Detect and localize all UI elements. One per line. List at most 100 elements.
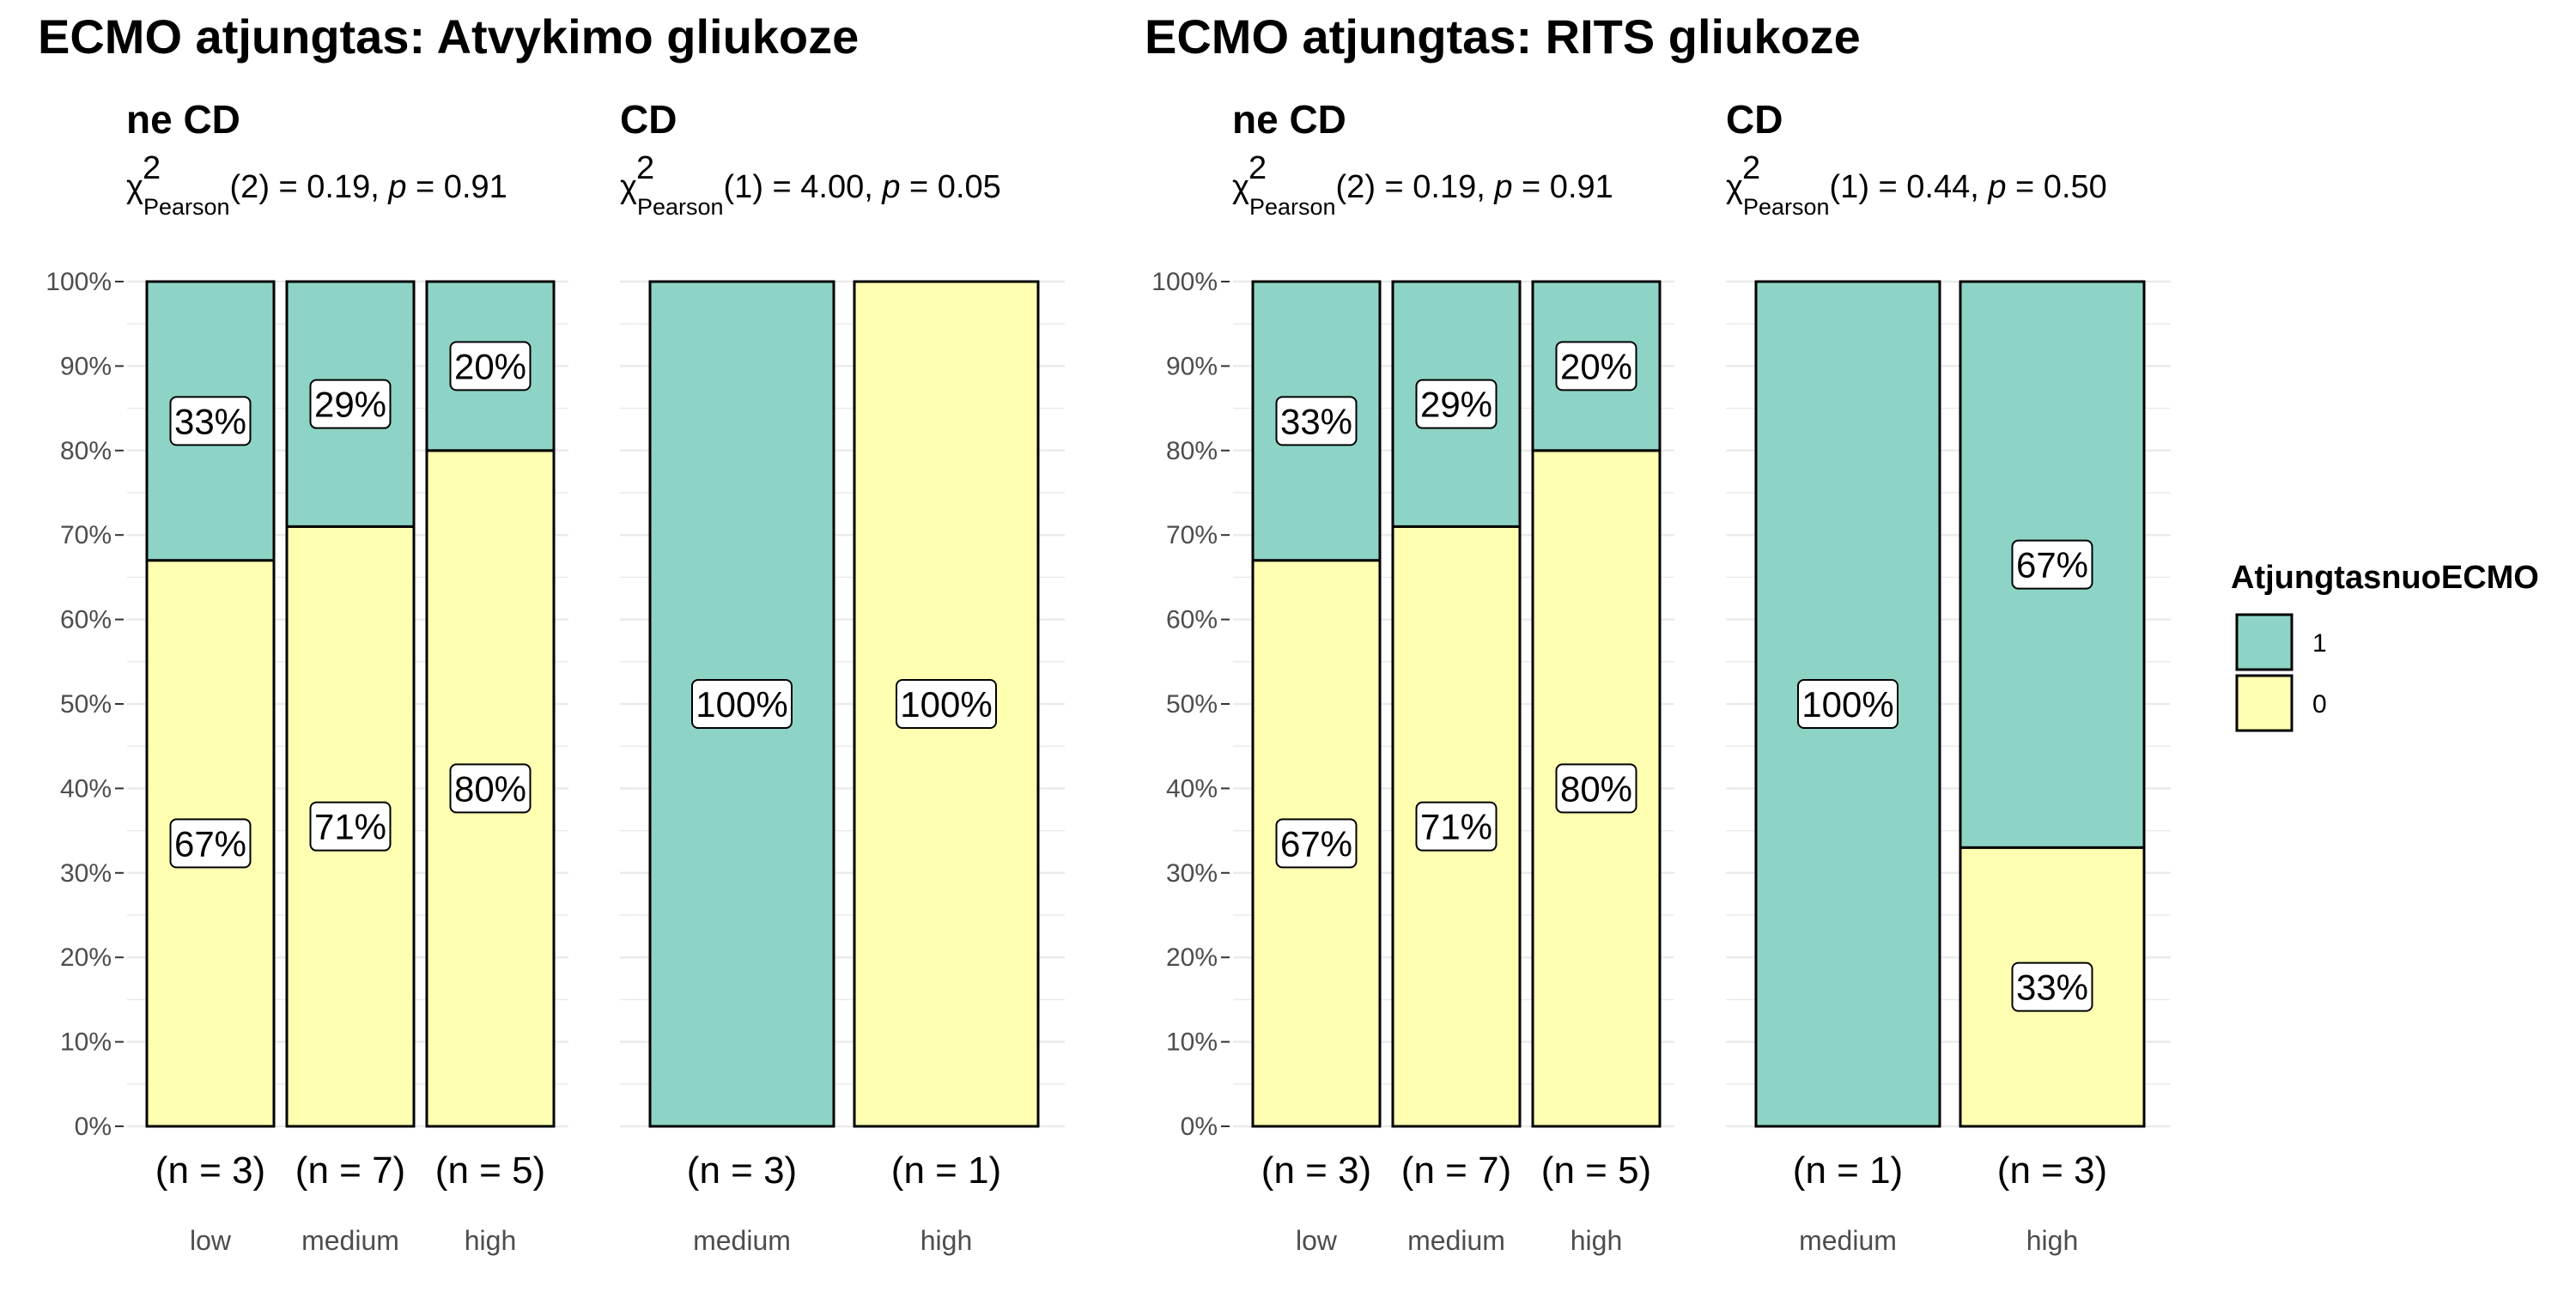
stat-superscript: 2: [636, 150, 654, 186]
stat-p-symbol: p: [1987, 169, 2006, 205]
panel-subtitle: CD: [1726, 97, 1783, 142]
data-label: 80%: [1560, 768, 1632, 809]
y-tick-label: 40%: [60, 774, 112, 803]
y-tick-label: 30%: [60, 859, 112, 888]
y-tick-label: 70%: [1166, 521, 1218, 549]
legend-label: 0: [2312, 690, 2327, 719]
x-count-label: (n = 7): [295, 1149, 405, 1192]
x-count-label: (n = 3): [1261, 1149, 1371, 1192]
x-category-label: high: [1571, 1225, 1623, 1256]
data-label-box: [1415, 801, 1498, 852]
stat-p-symbol: p: [1493, 169, 1512, 205]
data-label-box: [2011, 539, 2093, 590]
y-tick-label: 20%: [60, 943, 112, 972]
legend-swatch-0: [2235, 674, 2293, 732]
y-tick-label: 0%: [75, 1113, 112, 1141]
legend-label: 1: [2312, 629, 2327, 658]
data-label: 20%: [1560, 346, 1632, 386]
stat-p-symbol: p: [881, 169, 900, 205]
x-category-label: high: [920, 1225, 973, 1256]
stat-df-value: (2) = 0.19,: [230, 169, 389, 205]
stat-p-value: = 0.05: [901, 169, 1001, 205]
data-label: 67%: [2016, 545, 2088, 585]
y-tick-label: 0%: [1181, 1113, 1218, 1141]
x-count-label: (n = 3): [1997, 1149, 2107, 1192]
y-tick-label: 60%: [1166, 606, 1218, 634]
x-category-label: medium: [301, 1225, 399, 1256]
data-label-box: [691, 679, 793, 729]
data-label-box: [1797, 679, 1899, 729]
data-label-box: [1555, 763, 1637, 814]
y-tick-label: 10%: [1166, 1028, 1218, 1057]
legend-swatch-1: [2235, 613, 2293, 671]
data-label-box: [309, 801, 392, 852]
data-label-box: [169, 396, 252, 446]
chi-symbol: χ: [126, 169, 143, 205]
y-tick-label: 70%: [60, 521, 112, 549]
data-label-box: [309, 379, 392, 429]
y-tick-label: 100%: [1151, 268, 1218, 296]
x-category-label: medium: [1799, 1225, 1897, 1256]
x-count-label: (n = 3): [687, 1149, 797, 1192]
plot-area: 0% 10% 20% 30% 40% 50% 60% 70% 80% 90% 100% 67% 33% (…: [46, 268, 2171, 1256]
bar-segment-0: [1959, 846, 2146, 1128]
data-label: 100%: [696, 684, 787, 725]
figure-title-right: ECMO atjungtas: RITS gliukoze: [1145, 9, 1861, 64]
stat-df-value: (1) = 0.44,: [1830, 169, 1989, 205]
data-label-box: [1415, 379, 1498, 429]
stat-superscript: 2: [1249, 150, 1267, 186]
data-label: 33%: [1280, 401, 1352, 441]
y-tick-label: 40%: [1166, 774, 1218, 803]
chi-square-stat: χPearson(1) = 0.44, p = 0.50: [1726, 169, 2107, 220]
chi-symbol: χ: [1726, 169, 1743, 205]
x-count-label: (n = 7): [1401, 1149, 1511, 1192]
data-label-box: [1275, 396, 1358, 446]
y-tick-label: 60%: [60, 606, 112, 634]
y-tick-label: 30%: [1166, 859, 1218, 888]
x-category-label: high: [465, 1225, 517, 1256]
data-label-box: [169, 818, 252, 869]
stat-subscript: Pearson: [1743, 194, 1830, 220]
y-tick-label: 80%: [60, 437, 112, 465]
data-label-box: [1555, 341, 1637, 391]
stat-subscript: Pearson: [637, 194, 724, 220]
y-tick-label: 100%: [46, 268, 112, 296]
stat-df-value: (1) = 4.00,: [724, 169, 883, 205]
stat-p-value: = 0.91: [407, 169, 507, 205]
data-label: 71%: [1420, 807, 1492, 847]
chi-symbol: χ: [1232, 169, 1249, 205]
x-category-label: high: [2026, 1225, 2079, 1256]
bar-segment-0: [1531, 449, 1662, 1128]
legend-title: AtjungtasnuoECMO: [2231, 560, 2539, 596]
panel-subtitle: ne CD: [1232, 97, 1346, 142]
y-tick-label: 10%: [60, 1028, 112, 1057]
stat-df-value: (2) = 0.19,: [1336, 169, 1495, 205]
y-tick-label: 80%: [1166, 437, 1218, 465]
data-label: 33%: [174, 401, 246, 441]
chi-square-stat: χPearson(1) = 4.00, p = 0.05: [620, 169, 1001, 220]
data-label-box: [2011, 961, 2093, 1012]
data-label-box: [449, 763, 532, 814]
x-category-label: low: [1296, 1225, 1338, 1256]
stat-p-symbol: p: [387, 169, 406, 205]
data-label: 29%: [1420, 385, 1492, 425]
y-tick-label: 90%: [60, 352, 112, 380]
chi-symbol: χ: [620, 169, 637, 205]
x-count-label: (n = 1): [891, 1149, 1001, 1192]
data-label-box: [896, 679, 997, 729]
x-count-label: (n = 5): [1541, 1149, 1651, 1192]
y-tick-label: 50%: [1166, 690, 1218, 719]
data-label-box: [449, 341, 532, 391]
stat-superscript: 2: [1742, 150, 1760, 186]
stat-subscript: Pearson: [1249, 194, 1336, 220]
x-category-label: low: [190, 1225, 232, 1256]
data-label: 29%: [314, 385, 386, 425]
x-count-label: (n = 3): [155, 1149, 265, 1192]
data-label: 100%: [900, 684, 992, 725]
panel-subtitle: CD: [620, 97, 677, 142]
stat-p-value: = 0.50: [2007, 169, 2107, 205]
chi-square-stat: χPearson(2) = 0.19, p = 0.91: [126, 169, 507, 220]
x-category-label: medium: [693, 1225, 791, 1256]
